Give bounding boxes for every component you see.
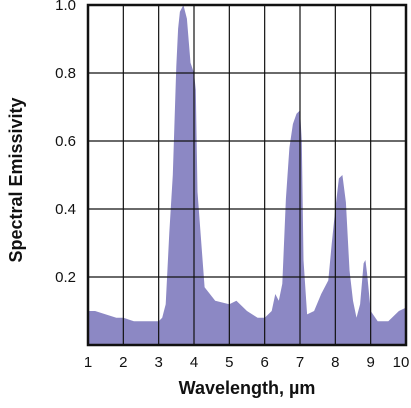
x-axis-title: Wavelength, µm (179, 378, 316, 398)
y-tick-label: 0.2 (55, 269, 76, 286)
x-tick-label: 8 (331, 354, 339, 371)
emissivity-area-0 (88, 5, 406, 345)
y-tick-label: 1.0 (55, 0, 76, 14)
area-layer (88, 5, 406, 345)
y-tick-label: 0.6 (55, 133, 76, 150)
grid-layer (88, 5, 406, 345)
x-tick-label: 7 (296, 354, 304, 371)
x-tick-label: 10 (393, 354, 410, 371)
y-tick-label: 0.4 (55, 201, 76, 218)
x-tick-label: 5 (225, 354, 233, 371)
x-tick-labels: 1 2 3 4 5 6 7 8 9 10 (84, 354, 410, 371)
plot-frame (86, 3, 408, 347)
x-tick-label: 6 (260, 354, 268, 371)
x-tick-label: 9 (366, 354, 374, 371)
x-tick-label: 3 (154, 354, 162, 371)
x-tick-label: 2 (119, 354, 127, 371)
y-axis-title: Spectral Emissivity (6, 97, 26, 262)
y-tick-labels: 0.2 0.4 0.6 0.8 1.0 (55, 0, 76, 286)
x-tick-label: 4 (190, 354, 198, 371)
y-tick-label: 0.8 (55, 65, 76, 82)
x-tick-label: 1 (84, 354, 92, 371)
